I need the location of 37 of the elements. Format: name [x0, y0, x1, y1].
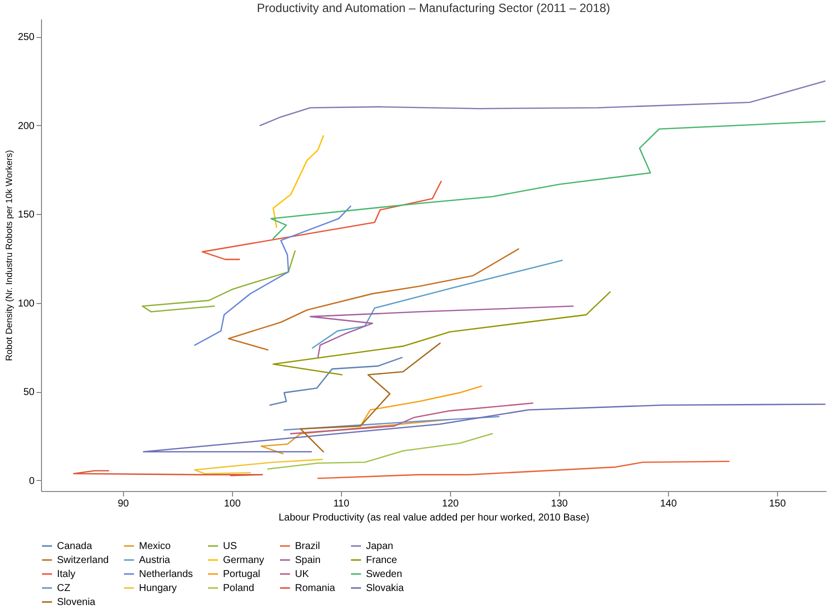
legend-label: Switzerland: [57, 555, 109, 566]
y-tick-label: 250: [18, 32, 35, 44]
y-tick-label: 100: [18, 298, 35, 310]
x-tick-label: 100: [224, 498, 242, 510]
legend-label: Italy: [57, 569, 76, 580]
legend-label: Japan: [366, 541, 394, 552]
legend-label: Hungary: [139, 583, 177, 594]
legend-label: Sweden: [366, 569, 402, 580]
legend-label: Mexico: [139, 541, 172, 552]
x-tick-label: 90: [118, 498, 130, 510]
y-tick-label: 50: [23, 387, 35, 398]
legend-label: Germany: [223, 555, 264, 566]
legend-label: Portugal: [223, 569, 260, 580]
legend-label: Slovenia: [57, 597, 96, 608]
legend-label: Spain: [295, 555, 321, 566]
y-tick-label: 0: [28, 476, 35, 487]
x-tick-label: 140: [660, 498, 678, 510]
x-axis-title: Labour Productivity (as real value added per hour worked, 2010 Base): [278, 512, 590, 524]
legend-label: UK: [295, 569, 310, 580]
legend-label: Netherlands: [139, 569, 193, 580]
legend-label: CZ: [57, 583, 70, 594]
y-tick-label: 150: [18, 210, 35, 221]
x-tick-label: 150: [769, 498, 786, 510]
chart-title: Productivity and Automation – Manufacturing Sector (2011 – 2018): [256, 1, 610, 15]
x-tick-label: 130: [551, 498, 568, 510]
legend-label: Brazil: [295, 541, 320, 552]
legend-label: Slovakia: [366, 583, 404, 594]
y-tick-label: 200: [18, 120, 35, 132]
legend-label: Poland: [223, 583, 254, 594]
x-tick-label: 110: [333, 498, 350, 510]
legend-label: Canada: [57, 541, 92, 552]
legend-label: US: [223, 541, 238, 552]
legend-label: France: [366, 555, 398, 566]
x-tick-label: 120: [442, 498, 460, 510]
y-axis-title: Robot Density (Nr. Industru Robots per 10k Workers): [4, 150, 14, 361]
legend-label: Romania: [295, 583, 336, 594]
legend-label: Austria: [139, 555, 171, 566]
